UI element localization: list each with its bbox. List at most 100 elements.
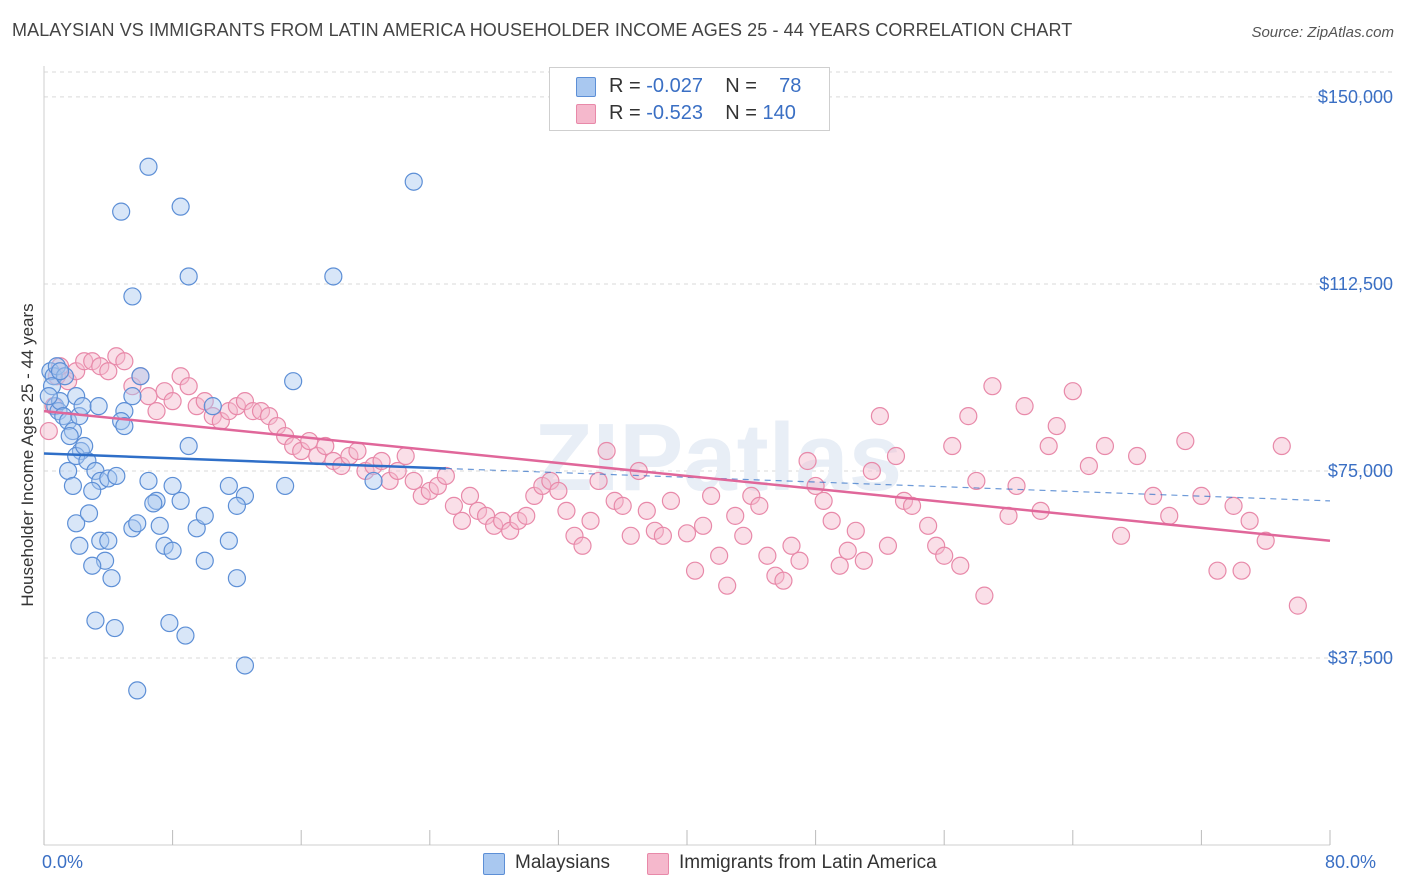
latin-america-point — [549, 481, 568, 501]
latin-america-point — [870, 407, 890, 426]
latin-america-point — [726, 506, 745, 525]
latin-america-point — [774, 571, 793, 590]
malaysian-point — [128, 681, 147, 700]
latin-america-point — [436, 466, 455, 486]
latin-america-point — [653, 526, 672, 545]
malaysian-point — [86, 611, 105, 630]
malaysian-point — [63, 476, 83, 496]
grid-lines — [44, 71, 1395, 659]
malaysian-point — [364, 471, 383, 491]
malaysian-point — [144, 494, 163, 513]
correlation-legend: R = -0.027 N = 78 R = -0.523 N = 140 — [549, 67, 830, 131]
latin-america-point — [830, 556, 849, 575]
latin-america-point — [1232, 561, 1251, 580]
latin-america-point — [822, 511, 841, 530]
y-axis-label: Householder Income Ages 25 - 44 years — [18, 303, 37, 607]
latin-america-point — [452, 511, 472, 530]
malaysian-point — [83, 556, 102, 575]
latin-america-point — [1224, 496, 1243, 515]
malaysian-point — [50, 362, 70, 381]
malaysian-point — [123, 387, 142, 406]
latin-america-point — [300, 431, 319, 451]
latin-america-point — [919, 516, 938, 535]
malaysian-point — [171, 491, 190, 510]
latin-america-trend-line — [43, 409, 1331, 543]
axes — [43, 66, 1331, 846]
malaysian-point — [284, 372, 303, 391]
latin-america-point — [951, 556, 970, 575]
malaysians-trend-line — [43, 452, 446, 470]
latin-america-point — [718, 576, 737, 595]
watermark: ZIPatlas — [534, 404, 902, 511]
latin-america-point — [750, 496, 769, 515]
trend-lines — [43, 409, 1331, 543]
latin-america-point — [1007, 476, 1026, 496]
latin-america-point — [147, 402, 166, 421]
malaysian-point — [75, 436, 94, 456]
latin-america-point — [878, 536, 898, 555]
latin-america-point — [1127, 446, 1147, 466]
latin-america-point — [854, 551, 873, 570]
latin-america-point — [846, 521, 865, 540]
latin-america-point — [983, 377, 1002, 396]
malaysian-point — [147, 491, 166, 510]
latin-america-point — [388, 461, 407, 481]
source-credit: Source: ZipAtlas.com — [1251, 24, 1394, 41]
malaysian-point — [83, 481, 102, 501]
y-tick-label: $150,000 — [1318, 87, 1393, 107]
legend-swatch-latin — [576, 104, 596, 124]
latin-america-point — [838, 541, 857, 560]
malaysian-point — [139, 471, 158, 491]
malaysian-point — [150, 516, 169, 535]
latin-america-point — [597, 441, 616, 461]
latin-america-point — [115, 352, 134, 371]
legend-label-malaysians: Malaysians — [515, 852, 611, 873]
legend-text-latin: R = -0.523 N = 140 — [609, 102, 796, 124]
malaysian-point — [60, 426, 79, 446]
latin-america-point — [1095, 436, 1115, 456]
latin-america-point — [637, 501, 656, 520]
latin-america-point — [677, 524, 697, 543]
malaysian-point — [112, 411, 131, 431]
y-tick-label: $75,000 — [1328, 461, 1393, 481]
malaysian-point — [404, 172, 423, 191]
latin-america-point — [1047, 416, 1066, 436]
malaysian-point — [123, 287, 142, 306]
malaysian-point — [179, 436, 198, 456]
malaysian-point — [73, 397, 92, 416]
latin-america-point — [1015, 397, 1034, 416]
latin-america-point — [1079, 456, 1098, 476]
latin-america-point — [404, 471, 423, 491]
malaysian-point — [55, 367, 74, 386]
malaysian-point — [39, 387, 58, 406]
malaysian-point — [227, 496, 246, 515]
malaysian-point — [171, 197, 190, 216]
malaysian-point — [235, 656, 255, 675]
legend-label-latin: Immigrants from Latin America — [679, 852, 937, 873]
malaysian-point — [63, 421, 83, 441]
latin-america-point — [179, 377, 198, 396]
latin-america-point — [782, 536, 801, 555]
latin-america-point — [348, 441, 367, 461]
latin-america-point — [685, 561, 705, 580]
latin-america-point — [316, 436, 335, 456]
malaysian-point — [70, 536, 89, 555]
malaysian-point — [89, 397, 108, 416]
latin-america-point — [758, 546, 777, 565]
malaysian-point — [195, 551, 214, 570]
latin-america-point — [975, 586, 994, 605]
x-tick-max: 80.0% — [1325, 852, 1377, 872]
malaysian-point — [107, 466, 126, 486]
latin-america-point — [798, 451, 817, 471]
latin-america-points — [39, 347, 1307, 615]
malaysian-point — [99, 531, 118, 550]
malaysian-point — [79, 504, 99, 523]
latin-america-point — [710, 546, 729, 565]
legend-swatch-malaysians — [576, 77, 596, 97]
malaysian-point — [163, 541, 182, 560]
latin-america-point — [886, 446, 906, 466]
latin-america-point — [396, 446, 415, 466]
malaysian-point — [160, 613, 179, 633]
latin-america-point — [1160, 506, 1179, 525]
